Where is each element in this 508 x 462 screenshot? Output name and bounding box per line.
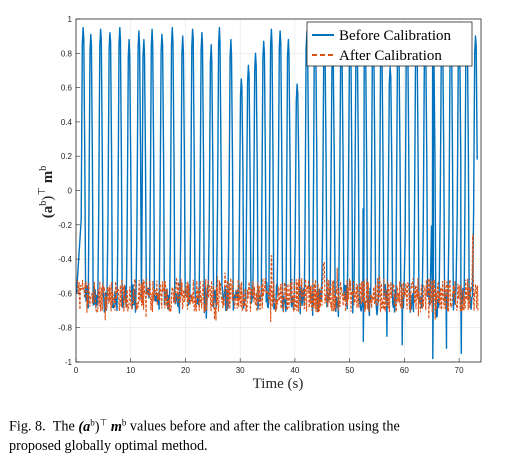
- x-tick-label: 10: [126, 366, 135, 375]
- x-tick-label: 40: [290, 366, 299, 375]
- y-tick-label: 0.6: [61, 84, 73, 93]
- caption-math: (ab)⊤ mb: [78, 417, 127, 435]
- y-tick-label: -0.4: [58, 255, 72, 264]
- x-tick-label: 60: [400, 366, 409, 375]
- y-axis-label: (ab)⊤ mb: [37, 166, 56, 218]
- x-axis-ticks: 0 10 20 30 40 50 60 70: [74, 358, 464, 375]
- caption-line-2: proposed globally optimal method.: [9, 437, 208, 454]
- y-tick-label: -0.6: [58, 289, 72, 298]
- y-tick-label: -1: [65, 358, 73, 367]
- line-after-calibration: [76, 234, 479, 323]
- y-tick-label: 0.4: [61, 118, 73, 127]
- y-tick-label: 0.8: [61, 49, 73, 58]
- x-tick-label: 30: [236, 366, 245, 375]
- x-tick-label: 50: [345, 366, 354, 375]
- legend-box: [306, 21, 473, 67]
- x-tick-label: 70: [455, 366, 464, 375]
- y-tick-label: 0.2: [61, 152, 73, 161]
- figure-caption: Fig. 8. The (ab)⊤ mb values before and a…: [9, 413, 501, 456]
- legend-label-before: Before Calibration: [339, 28, 452, 44]
- y-axis-ticks: -1 -0.8 -0.6 -0.4 -0.2 0 0.2 0.4 0.6 0.8 1: [58, 15, 80, 367]
- x-tick-label: 20: [181, 366, 190, 375]
- legend-label-after: After Calibration: [339, 48, 442, 64]
- y-tick-label: 1: [68, 15, 73, 24]
- series-after-calibration: [76, 234, 479, 323]
- caption-fig-number: Fig. 8.: [9, 418, 46, 435]
- caption-text: values before and after the calibration …: [129, 418, 400, 435]
- legend: Before Calibration After Calibration: [306, 21, 473, 67]
- y-tick-label: 0: [68, 187, 73, 196]
- y-tick-label: -0.2: [58, 221, 72, 230]
- y-tick-label: -0.8: [58, 324, 72, 333]
- caption-the: The: [52, 418, 75, 435]
- x-tick-label: 0: [74, 366, 79, 375]
- x-axis-label: Time (s): [253, 376, 304, 392]
